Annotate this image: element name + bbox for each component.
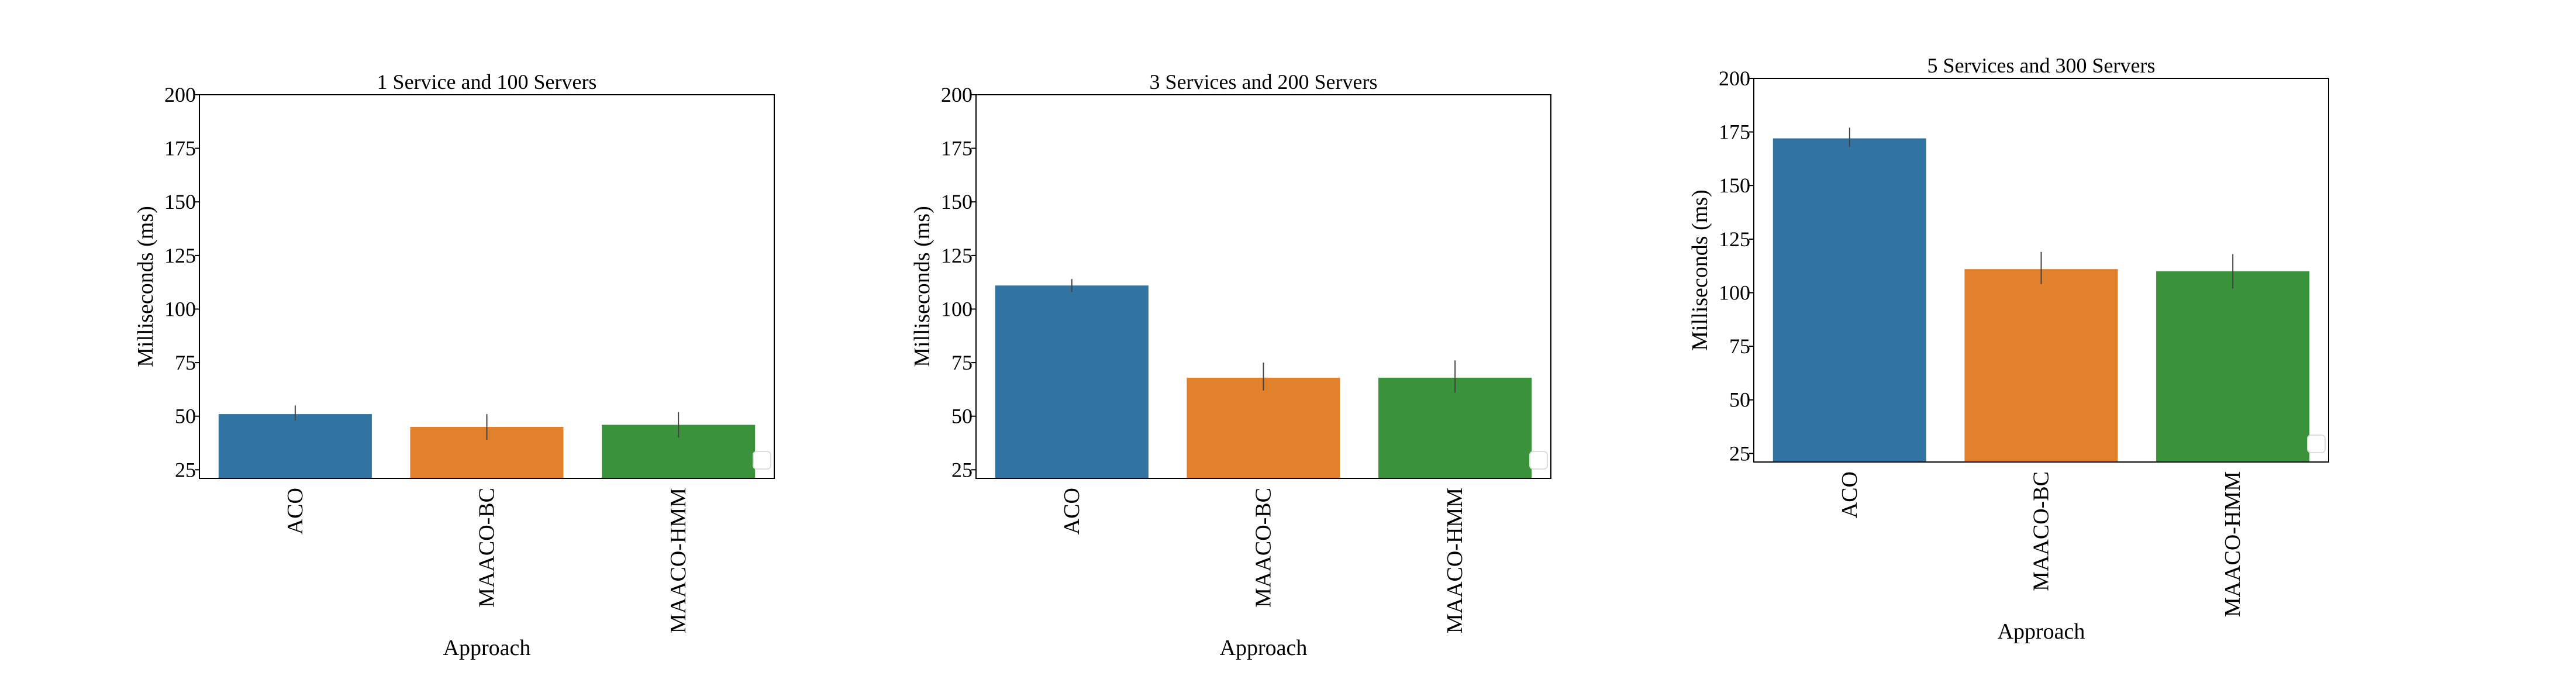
y-tick-label: 50 bbox=[1729, 388, 1750, 412]
chart-title: 3 Services and 200 Servers bbox=[1150, 70, 1378, 94]
x-tick-label: ACO bbox=[283, 488, 308, 535]
x-tick-label: ACO bbox=[1837, 471, 1862, 518]
y-tick-label: 75 bbox=[175, 351, 196, 374]
y-tick-label: 100 bbox=[1719, 281, 1750, 305]
chart-panel-2: ACO MAACO-BC MAACO-HMM 25 50 75 100 125 150 175 20… bbox=[910, 70, 1551, 660]
bar-aco bbox=[1772, 138, 1926, 463]
x-tick-label: MAACO-HMM bbox=[666, 488, 691, 633]
y-tick-label: 125 bbox=[941, 244, 973, 267]
bar-maaco-hmm bbox=[1378, 377, 1532, 478]
y-tick-label: 50 bbox=[175, 405, 196, 428]
y-tick-label: 25 bbox=[1729, 442, 1750, 465]
y-tick-label: 150 bbox=[1719, 174, 1750, 197]
y-tick-label: 50 bbox=[951, 405, 973, 428]
y-tick-label: 100 bbox=[164, 298, 196, 321]
plot-frame bbox=[975, 94, 1551, 479]
chart-title: 1 Service and 100 Servers bbox=[377, 70, 597, 94]
x-axis-label: Approach bbox=[1998, 619, 2085, 644]
legend-box bbox=[753, 451, 771, 470]
y-tick-label: 100 bbox=[941, 298, 973, 321]
y-tick-label: 125 bbox=[164, 244, 196, 267]
y-tick-label: 200 bbox=[164, 83, 196, 106]
y-axis-label: Milliseconds (ms) bbox=[133, 206, 158, 367]
y-axis-label: Milliseconds (ms) bbox=[1688, 189, 1712, 350]
legend-box bbox=[1529, 451, 1548, 470]
x-axis-label: Approach bbox=[1220, 636, 1308, 660]
y-tick-label: 175 bbox=[941, 137, 973, 160]
x-tick-label: ACO bbox=[1060, 488, 1084, 535]
y-tick-label: 75 bbox=[951, 351, 973, 374]
chart-panel-3: ACO MAACO-BC MAACO-HMM 25 50 75 100 125 150 175 20… bbox=[1688, 54, 2329, 644]
bar-maaco-bc bbox=[1964, 269, 2118, 462]
x-tick-label: MAACO-BC bbox=[1251, 488, 1276, 608]
x-axis-label: Approach bbox=[443, 636, 531, 660]
y-tick-label: 25 bbox=[951, 458, 973, 481]
x-tick-label: MAACO-HMM bbox=[1443, 488, 1467, 633]
plot-frame bbox=[199, 94, 775, 479]
y-axis-label: Milliseconds (ms) bbox=[910, 206, 934, 367]
y-tick-label: 200 bbox=[1719, 67, 1750, 90]
x-tick-label: MAACO-BC bbox=[475, 488, 499, 608]
legend-box bbox=[2307, 435, 2326, 453]
bar-aco bbox=[218, 414, 372, 478]
x-tick-label: MAACO-BC bbox=[2029, 471, 2054, 591]
plot-frame bbox=[1753, 78, 2329, 463]
y-tick-label: 175 bbox=[164, 137, 196, 160]
chart-panel-1: ACO MAACO-BC MAACO-HMM 25 50 75 100 125 150 175 20… bbox=[133, 70, 775, 660]
bar-maaco-hmm bbox=[2156, 271, 2310, 462]
bar-maaco-bc bbox=[1187, 377, 1340, 478]
y-tick-label: 25 bbox=[175, 458, 196, 481]
y-tick-label: 175 bbox=[1719, 120, 1750, 144]
y-tick-label: 125 bbox=[1719, 227, 1750, 251]
chart-title: 5 Services and 300 Servers bbox=[1927, 54, 2156, 77]
x-tick-label: MAACO-HMM bbox=[2220, 471, 2245, 617]
y-tick-label: 200 bbox=[941, 83, 973, 106]
y-tick-label: 75 bbox=[1729, 335, 1750, 358]
y-tick-label: 150 bbox=[164, 190, 196, 213]
y-tick-label: 150 bbox=[941, 190, 973, 213]
bar-aco bbox=[995, 285, 1149, 478]
